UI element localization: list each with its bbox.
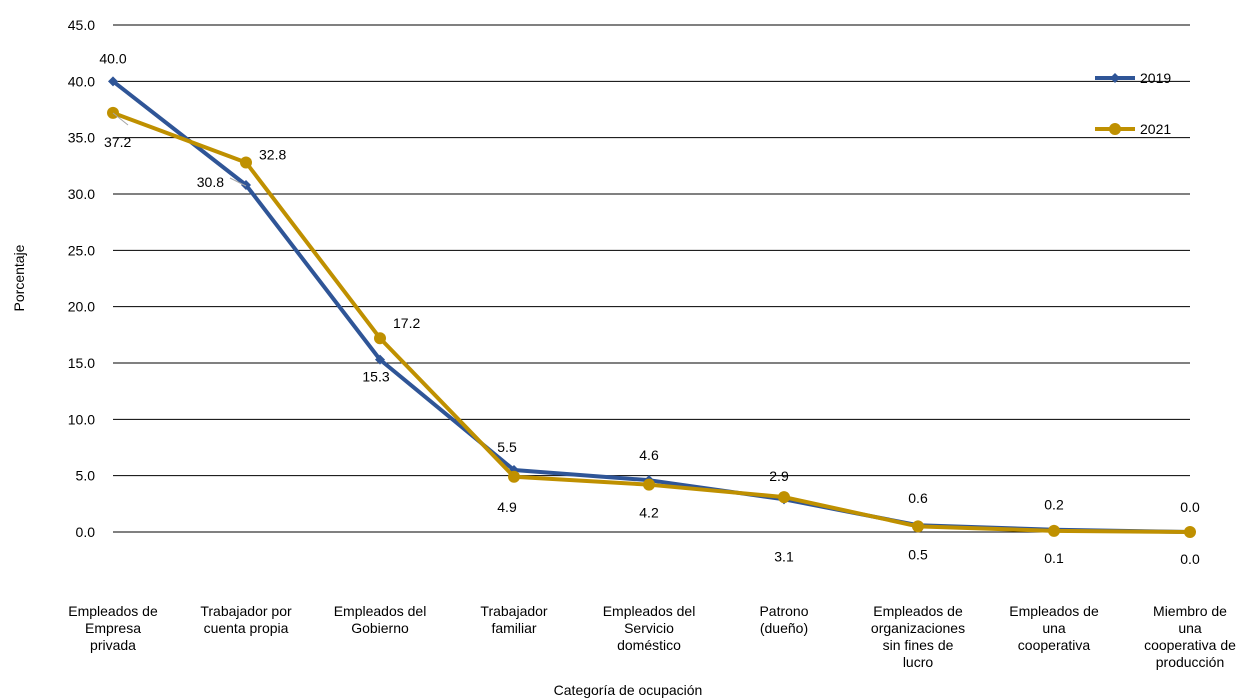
x-category-label-line: organizaciones (871, 620, 965, 636)
x-category-label-line: familiar (491, 620, 536, 636)
leader-line (112, 112, 129, 126)
x-category-label-line: Trabajador por (200, 603, 292, 619)
data-labels: 40.0 30.8 15.3 5.5 4.6 3.1 0.6 0.2 0.0 37.2 32.8 17… (99, 50, 1200, 567)
x-category-label: Miembro de una cooperativa de producción (1144, 603, 1236, 670)
point-marker-2021 (1048, 524, 1060, 537)
x-category-label-line: doméstico (617, 637, 681, 653)
x-category-label: Empleados del Servicio doméstico (603, 603, 696, 653)
x-category-label: Empleados de una cooperativa (1009, 603, 1099, 653)
data-label-2021: 37.2 (104, 134, 131, 150)
x-category-label-line: Empleados del (334, 603, 427, 619)
x-category-label-line: Empleados de (1009, 603, 1099, 619)
leader-line (229, 177, 247, 187)
data-label-2021: 0.1 (1044, 550, 1064, 566)
data-label-2021: 0.5 (908, 546, 928, 562)
x-category-label-line: privada (90, 637, 136, 653)
series-line-2021 (112, 111, 1191, 534)
y-tick-label: 15.0 (68, 355, 95, 371)
x-category-label: Trabajador familiar (480, 603, 548, 636)
x-category-label-line: (dueño) (760, 620, 808, 636)
x-category-label-line: Trabajador (480, 603, 548, 619)
point-marker-2021 (778, 491, 790, 504)
x-category-label-line: Empresa (85, 620, 141, 636)
x-category-label: Patrono (dueño) (759, 603, 808, 636)
data-label-2019: 5.5 (497, 439, 517, 455)
x-category-label-line: Miembro de (1153, 603, 1227, 619)
x-category-label-line: cooperativa de (1144, 637, 1236, 653)
series (107, 76, 1196, 538)
point-marker-2021 (508, 470, 520, 483)
y-tick-label: 0.0 (76, 524, 96, 540)
point-marker-2019 (241, 179, 251, 190)
x-axis-title: Categoría de ocupación (554, 682, 703, 698)
y-axis-ticks: 0.0 5.0 10.0 15.0 20.0 25.0 30.0 35.0 40.0 45.0 (68, 17, 95, 540)
data-label-2019: 0.6 (908, 490, 928, 506)
y-tick-label: 5.0 (76, 468, 96, 484)
data-label-2021: 2.9 (769, 468, 789, 484)
point-marker-2019 (375, 354, 385, 365)
point-marker-2019 (108, 76, 118, 87)
point-marker-2021 (374, 332, 386, 345)
data-label-2019: 0.0 (1180, 499, 1200, 515)
legend: 2019 2021 (1095, 70, 1171, 137)
data-label-2021: 17.2 (393, 315, 420, 331)
data-label-2019: 30.8 (197, 174, 224, 190)
legend-marker-2021 (1109, 123, 1121, 135)
x-category-label-line: Patrono (759, 603, 808, 619)
x-category-label-line: Empleados de (873, 603, 963, 619)
point-marker-2021 (912, 520, 924, 533)
point-marker-2021 (643, 478, 655, 491)
data-label-2019: 15.3 (362, 369, 389, 385)
x-category-label-line: cuenta propia (204, 620, 289, 636)
legend-marker-2019 (1110, 73, 1120, 83)
y-tick-label: 30.0 (68, 186, 95, 202)
x-category-label: Empleados de organizaciones sin fines de lu… (871, 603, 965, 670)
data-label-2021: 4.2 (639, 505, 659, 521)
data-label-2021: 32.8 (259, 146, 286, 162)
data-label-2019: 4.6 (639, 447, 659, 463)
x-category-label-line: producción (1156, 654, 1225, 670)
x-category-label-line: cooperativa (1018, 637, 1091, 653)
point-marker-2021 (107, 106, 119, 119)
x-category-label-line: una (1178, 620, 1202, 636)
data-label-2019: 3.1 (774, 548, 794, 564)
y-tick-label: 10.0 (68, 411, 95, 427)
y-axis-title: Porcentaje (11, 244, 27, 311)
data-label-2019: 0.2 (1044, 497, 1064, 513)
x-category-label: Empleados de Empresa privada (68, 603, 158, 653)
legend-label-2021: 2021 (1140, 121, 1171, 137)
x-category-label-line: lucro (903, 654, 934, 670)
data-label-2019: 40.0 (99, 50, 126, 66)
x-category-label: Empleados del Gobierno (334, 603, 427, 636)
data-label-2021: 0.0 (1180, 551, 1200, 567)
x-category-label-line: Empleados de (68, 603, 158, 619)
data-label-2021: 4.9 (497, 499, 517, 515)
x-category-label: Trabajador por cuenta propia (200, 603, 292, 636)
point-marker-2021 (1184, 526, 1196, 538)
x-category-label-line: sin fines de (883, 637, 954, 653)
x-category-label-line: Gobierno (351, 620, 409, 636)
x-category-label-line: una (1042, 620, 1066, 636)
y-tick-label: 25.0 (68, 242, 95, 258)
y-tick-label: 45.0 (68, 17, 95, 33)
legend-label-2019: 2019 (1140, 70, 1171, 86)
x-category-label-line: Empleados del (603, 603, 696, 619)
point-marker-2021 (240, 156, 252, 169)
y-tick-label: 20.0 (68, 299, 95, 315)
y-tick-label: 35.0 (68, 130, 95, 146)
gridlines (113, 24, 1190, 533)
y-tick-label: 40.0 (68, 73, 95, 89)
x-category-label-line: Servicio (624, 620, 674, 636)
